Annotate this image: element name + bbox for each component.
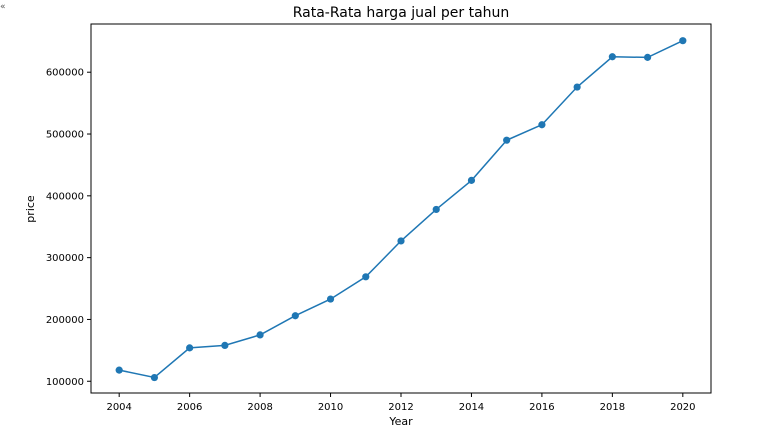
data-point <box>150 373 159 382</box>
data-points <box>115 37 687 382</box>
x-tick-label: 2020 <box>670 402 695 413</box>
x-tick-label: 2010 <box>318 402 343 413</box>
corner-glyph: « <box>0 2 6 12</box>
x-tick-label: 2018 <box>600 402 625 413</box>
data-point <box>115 366 123 374</box>
x-axis: 2004 2006 2008 2010 2012 2014 2016 2018 2020 <box>106 393 696 413</box>
data-point <box>256 331 264 339</box>
x-tick-label: 2006 <box>177 402 202 413</box>
y-tick-label: 200000 <box>46 315 84 326</box>
chart-title: Rata-Rata harga jual per tahun <box>293 5 510 21</box>
x-axis-label: Year <box>388 415 413 428</box>
data-point <box>291 312 299 320</box>
data-point <box>432 205 440 214</box>
y-tick-label: 300000 <box>46 253 84 264</box>
x-tick-label: 2016 <box>529 402 554 413</box>
x-tick-label: 2004 <box>106 402 131 413</box>
data-point <box>362 273 370 281</box>
plot-area <box>90 23 712 394</box>
x-tick-label: 2008 <box>247 402 272 413</box>
x-tick-label: 2014 <box>459 402 484 413</box>
y-axis: 100000 200000 300000 400000 500000 600000 <box>46 68 91 388</box>
data-point <box>186 344 194 352</box>
series-line <box>119 40 684 379</box>
data-point <box>397 237 405 245</box>
y-axis-label: price <box>24 195 37 223</box>
y-tick-label: 600000 <box>46 68 84 79</box>
data-point <box>221 341 229 350</box>
y-tick-label: 400000 <box>46 191 84 202</box>
y-tick-label: 100000 <box>46 377 84 388</box>
data-point <box>573 83 581 91</box>
data-point <box>503 136 511 144</box>
data-point <box>608 53 616 61</box>
data-point <box>643 53 652 61</box>
data-point <box>538 121 546 129</box>
data-point <box>679 37 687 45</box>
x-tick-label: 2012 <box>388 402 413 413</box>
data-point <box>467 176 476 184</box>
data-point <box>326 295 335 303</box>
y-tick-label: 500000 <box>46 130 84 141</box>
